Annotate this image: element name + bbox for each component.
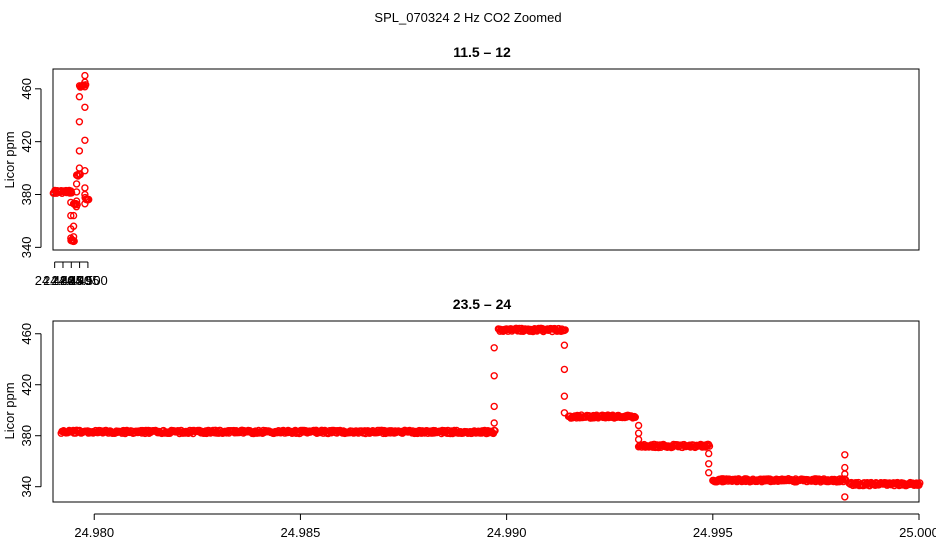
data-point <box>67 211 75 220</box>
y-tick-label: 380 <box>19 425 34 447</box>
x-tick-label: 24.985 <box>281 525 321 540</box>
y-tick-label: 420 <box>19 131 34 153</box>
data-point <box>841 470 849 478</box>
data-point <box>72 188 81 196</box>
data-point <box>841 493 849 501</box>
y-tick-label: 340 <box>19 476 34 498</box>
data-point <box>69 211 78 220</box>
panel-2-x-axis: 24.980 24.985 24.990 24.995 25.000 <box>74 513 936 540</box>
data-point <box>72 197 81 205</box>
panel-1-ylabel: Licor ppm <box>2 131 17 188</box>
data-point <box>705 442 714 450</box>
panel-2-y-axis: 340 380 420 460 <box>19 323 42 498</box>
data-point <box>560 341 569 349</box>
panel-2-series <box>57 324 924 501</box>
x-tick-label: 25.000 <box>899 525 936 540</box>
data-point <box>631 413 639 421</box>
x-tick-label: 24.980 <box>74 525 114 540</box>
data-point <box>75 147 84 155</box>
panel-1-series <box>49 71 93 246</box>
data-point <box>81 166 89 175</box>
data-point <box>490 372 498 380</box>
data-point <box>75 92 84 101</box>
panel-1-title: 11.5 – 12 <box>453 44 511 60</box>
data-point <box>73 200 81 209</box>
data-point <box>75 118 84 126</box>
data-point <box>634 435 643 444</box>
data-point <box>81 184 89 192</box>
x-tick-label: 24.485 <box>43 273 83 288</box>
data-point <box>705 469 713 477</box>
data-point <box>81 78 89 86</box>
panel-2-plot-frame <box>52 320 920 503</box>
data-point <box>634 429 643 437</box>
y-tick-label: 380 <box>19 184 34 206</box>
data-point <box>634 421 643 430</box>
panel-1-plot-frame <box>52 68 920 251</box>
data-point <box>841 463 849 472</box>
data-point <box>81 71 89 80</box>
y-tick-label: 420 <box>19 374 34 396</box>
x-tick-label: 24.500 <box>68 273 108 288</box>
figure-title: SPL_070324 2 Hz CO2 Zoomed <box>374 10 561 25</box>
y-tick-label: 460 <box>19 78 34 100</box>
data-point <box>81 190 89 199</box>
x-tick-label: 24.480 <box>35 273 75 288</box>
panel-2-title: 23.5 – 24 <box>453 296 512 312</box>
data-point <box>916 479 924 487</box>
panel-1-y-axis: 340 380 420 460 <box>19 78 42 259</box>
y-tick-label: 340 <box>19 237 34 259</box>
x-tick-label: 24.495 <box>60 273 100 288</box>
data-point <box>490 419 498 427</box>
data-point <box>491 427 499 435</box>
data-point <box>561 326 569 334</box>
data-point <box>81 103 89 112</box>
data-point <box>560 409 569 417</box>
x-tick-label: 24.995 <box>693 525 733 540</box>
data-point <box>81 200 89 208</box>
data-point <box>560 365 569 374</box>
data-point <box>705 449 713 458</box>
data-point <box>560 392 569 400</box>
panel-1: 11.5 – 12 Licor ppm 24.48024.48524.49024… <box>2 44 920 288</box>
data-point <box>69 233 78 241</box>
data-point <box>841 475 849 483</box>
data-point <box>81 136 89 145</box>
x-tick-label: 24.490 <box>51 273 91 288</box>
data-point <box>841 451 849 459</box>
data-point <box>490 402 498 411</box>
data-point <box>84 195 93 204</box>
data-point <box>69 222 78 230</box>
data-point <box>490 344 498 352</box>
data-point <box>705 460 713 468</box>
panel-2: 23.5 – 24 Licor ppm 24.980 24.985 24.990 24… <box>2 296 936 540</box>
data-point <box>72 180 81 188</box>
panel-2-ylabel: Licor ppm <box>2 382 17 439</box>
x-tick-label: 24.990 <box>487 525 527 540</box>
y-tick-label: 460 <box>19 323 34 345</box>
